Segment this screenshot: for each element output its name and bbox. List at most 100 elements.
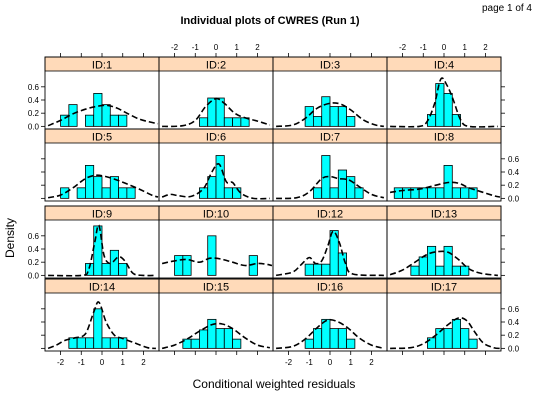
x-tick-label: -1 <box>420 43 428 52</box>
x-tick-label: 2 <box>141 358 146 367</box>
panel-id3: ID:3 <box>272 56 388 130</box>
histogram-bar <box>93 93 103 127</box>
panel-strip-label: ID:12 <box>317 209 343 221</box>
density-curve <box>162 97 271 128</box>
panel-id4: ID:4 <box>386 56 502 130</box>
y-tick-label: 0.4 <box>508 318 520 327</box>
panel-id6: ID:6 <box>158 128 274 202</box>
histogram-bar <box>321 96 331 127</box>
y-tick-label: 0.6 <box>28 232 40 241</box>
histogram-bar <box>427 187 437 199</box>
panel-id14: ID:14 <box>44 278 160 352</box>
histogram-bar <box>460 265 470 276</box>
histogram-bar <box>460 328 470 349</box>
density-curve <box>390 77 498 128</box>
histogram-bar <box>215 328 225 349</box>
histogram-bar <box>427 245 437 276</box>
panel-id12: ID:12 <box>272 205 388 279</box>
x-tick-label: -2 <box>171 43 179 52</box>
histogram-bar <box>337 106 347 127</box>
y-tick-label: 0.0 <box>28 122 40 131</box>
histogram-bar <box>223 187 233 199</box>
histogram-bar <box>85 165 95 199</box>
panel-strip-label: ID:1 <box>92 60 112 72</box>
density-curve <box>275 318 385 350</box>
histogram-bar <box>346 338 356 349</box>
histogram-bar <box>304 263 314 276</box>
histogram-bar <box>93 308 103 349</box>
x-tick-label: 0 <box>328 358 333 367</box>
histogram-bar <box>118 187 128 199</box>
density-curve <box>390 317 501 350</box>
histogram-bar <box>223 328 233 349</box>
histogram-bar <box>468 187 478 199</box>
panel-strip-label: ID:5 <box>92 132 112 144</box>
histogram-bar <box>410 265 420 276</box>
histogram-bar <box>101 337 111 349</box>
histogram-bar <box>109 249 119 276</box>
x-tick-label: 1 <box>349 358 354 367</box>
y-axis-left: 0.0 0.2 0.4 0.6 0.0 0.2 0.4 0.6 <box>28 83 45 349</box>
histogram-bar <box>76 187 86 199</box>
histogram-bar <box>199 187 209 199</box>
panel-strip-label: ID:17 <box>431 282 457 294</box>
histogram-bar <box>85 114 95 127</box>
histogram-bar <box>435 187 445 199</box>
histogram-bar <box>313 116 323 127</box>
histogram-bar <box>101 187 111 199</box>
histogram-bar <box>207 235 217 276</box>
x-tick-label: -1 <box>78 358 86 367</box>
x-tick-label: 0 <box>100 358 105 367</box>
panel-id9: ID:9 <box>44 205 160 279</box>
histogram-bar <box>451 318 461 349</box>
panel-strip-label: ID:13 <box>431 209 457 221</box>
y-tick-label: 0.2 <box>508 331 520 340</box>
y-tick-label: 0.6 <box>508 305 520 314</box>
y-tick-label: 0.0 <box>508 194 520 203</box>
panel-id16: ID:16 <box>272 278 388 352</box>
histogram-bar <box>337 169 347 199</box>
density-curve <box>161 257 273 267</box>
x-tick-label: -2 <box>57 358 65 367</box>
histogram-bar <box>346 176 356 199</box>
x-tick-label: 2 <box>369 358 374 367</box>
panel-strip-label: ID:8 <box>434 132 454 144</box>
histogram-bar <box>418 256 428 276</box>
panel-strip-label: ID:14 <box>89 282 115 294</box>
panel-strip-label: ID:16 <box>317 282 343 294</box>
histogram-bar <box>321 263 331 276</box>
panel-strip-label: ID:2 <box>206 60 226 72</box>
density-curve <box>389 250 499 277</box>
histogram-bar <box>101 263 111 276</box>
histogram-bar <box>329 328 339 349</box>
x-axis-label: Conditional weighted residuals <box>193 377 356 391</box>
y-tick-label: 0.6 <box>28 83 40 92</box>
histogram-bar <box>118 337 128 349</box>
panel-id1: ID:1 <box>44 56 160 130</box>
histogram-bar <box>313 263 323 276</box>
histogram-bar <box>427 337 437 349</box>
x-tick-label: -2 <box>399 43 407 52</box>
y-tick-label: 0.4 <box>28 96 40 105</box>
histogram-bar <box>174 255 184 276</box>
histogram-bar <box>68 104 78 127</box>
x-tick-label: -2 <box>285 358 293 367</box>
histogram-bar <box>118 114 128 127</box>
histogram-bar <box>93 176 103 199</box>
histogram-bar <box>443 328 453 349</box>
histogram-bar <box>126 187 136 199</box>
y-tick-label: 0.4 <box>508 168 520 177</box>
x-tick-label: 2 <box>483 43 488 52</box>
x-axis-bottom: -2 -1 0 1 2 -2 -1 0 1 2 <box>57 351 486 367</box>
histogram-bar <box>304 106 314 127</box>
x-tick-label: 0 <box>214 43 219 52</box>
y-axis-right: 0.0 0.2 0.4 0.6 0.0 0.2 0.4 0.6 <box>501 86 520 353</box>
histogram-bar <box>199 329 209 349</box>
density-curve <box>47 174 159 199</box>
histogram-bar <box>232 338 242 349</box>
histogram-bar <box>60 187 70 199</box>
y-tick-label: 0.0 <box>28 271 40 280</box>
histogram-bar <box>232 187 242 199</box>
x-tick-label: -1 <box>306 358 314 367</box>
